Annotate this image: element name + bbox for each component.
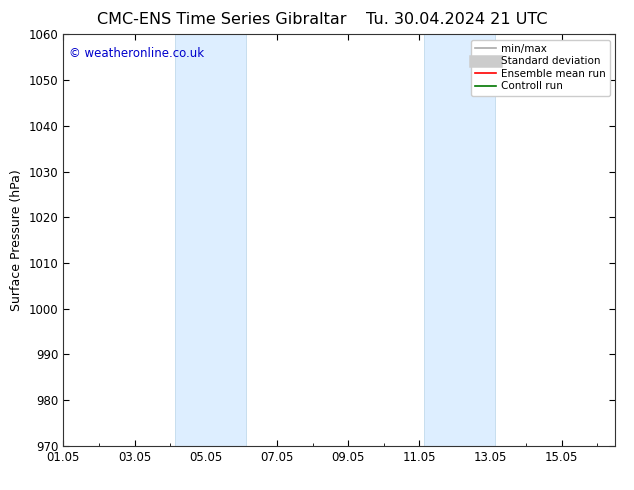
Bar (424, 34, 495, 446)
Legend: min/max, Standard deviation, Ensemble mean run, Controll run: min/max, Standard deviation, Ensemble me… (470, 40, 610, 96)
Y-axis label: Surface Pressure (hPa): Surface Pressure (hPa) (10, 169, 23, 311)
Text: Tu. 30.04.2024 21 UTC: Tu. 30.04.2024 21 UTC (366, 12, 547, 27)
Text: CMC-ENS Time Series Gibraltar: CMC-ENS Time Series Gibraltar (97, 12, 347, 27)
Bar (174, 34, 246, 446)
Text: © weatheronline.co.uk: © weatheronline.co.uk (69, 47, 204, 60)
